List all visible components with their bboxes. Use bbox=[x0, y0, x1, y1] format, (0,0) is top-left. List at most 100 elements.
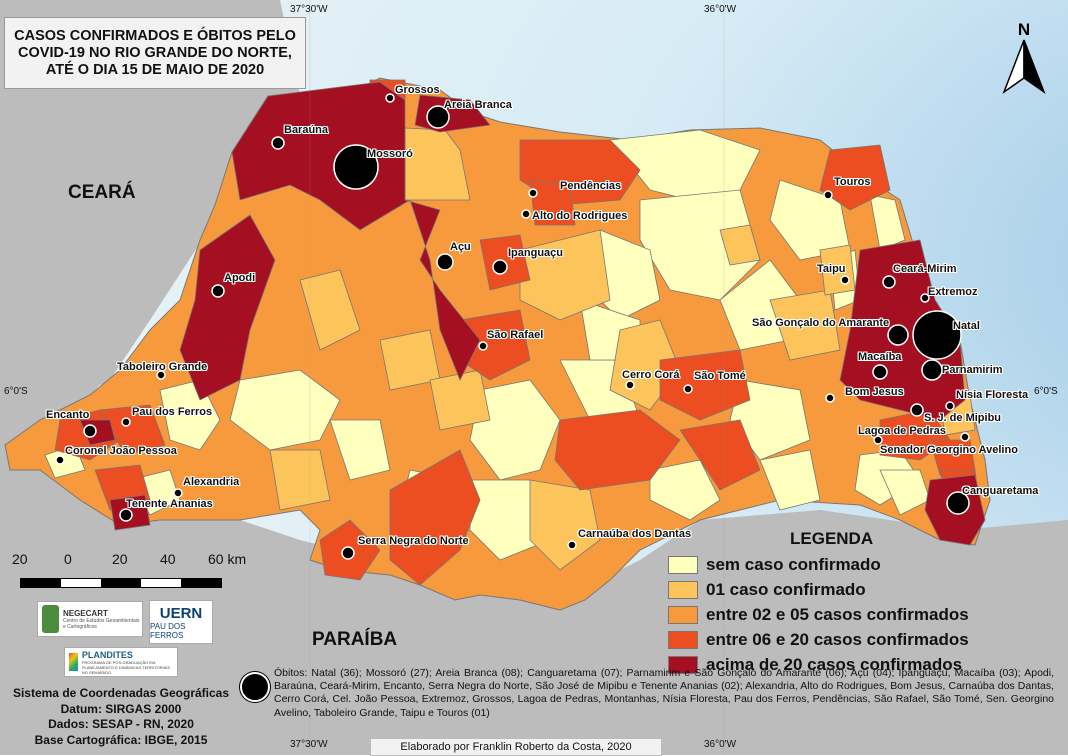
death-marker-ceara-mirim bbox=[882, 275, 896, 289]
death-symbol-icon bbox=[240, 672, 270, 702]
scale-label: 60 km bbox=[208, 551, 247, 567]
legend-item: entre 06 e 20 casos confirmados bbox=[668, 627, 969, 652]
city-label: Açu bbox=[450, 241, 471, 253]
legend-label: acima de 20 casos confirmados bbox=[706, 654, 963, 674]
scale-label: 20 bbox=[112, 551, 128, 567]
coord-bottom-right: 36°0'W bbox=[704, 739, 737, 750]
death-marker-sj-mipibu bbox=[910, 403, 924, 417]
title-line-2: COVID-19 NO RIO GRANDE DO NORTE, bbox=[18, 44, 292, 61]
info-line: Datum: SIRGAS 2000 bbox=[60, 701, 182, 716]
coord-top-right: 36°0'W bbox=[704, 4, 737, 15]
city-label: Grossos bbox=[395, 84, 440, 96]
scale-labels: 20 0 20 40 60 km bbox=[12, 551, 262, 571]
city-label: Cerro Corá bbox=[622, 369, 680, 381]
death-marker-canguaretama bbox=[946, 491, 970, 515]
north-label: N bbox=[1018, 20, 1030, 39]
legend-label: entre 02 e 05 casos confirmados bbox=[706, 604, 969, 624]
tree-icon bbox=[42, 605, 59, 633]
legend-swatch bbox=[668, 555, 698, 574]
city-label: Touros bbox=[834, 176, 871, 188]
city-label: São Tomé bbox=[694, 370, 746, 382]
legend: sem caso confirmado 01 caso confirmado e… bbox=[668, 552, 969, 677]
scale-label: 0 bbox=[64, 551, 72, 567]
legend-label: sem caso confirmado bbox=[706, 554, 881, 574]
city-label: Taipu bbox=[817, 263, 846, 275]
legend-swatch bbox=[668, 630, 698, 649]
city-label: Ipanguaçu bbox=[508, 247, 564, 259]
death-marker-acu bbox=[436, 253, 454, 271]
death-marker-apodi bbox=[211, 284, 225, 298]
city-label: São Rafael bbox=[487, 329, 544, 341]
death-marker-tenente-ananias bbox=[119, 508, 133, 522]
city-label: Encanto bbox=[46, 409, 90, 421]
negecart-name: NEGECART bbox=[62, 608, 108, 618]
death-marker-parnamirim bbox=[921, 359, 943, 381]
scale-label: 20 bbox=[12, 551, 28, 567]
city-label: Macaíba bbox=[858, 351, 902, 363]
info-line: Dados: SESAP - RN, 2020 bbox=[48, 717, 194, 731]
plandites-icon bbox=[69, 653, 78, 671]
map-title: CASOS CONFIRMADOS E ÓBITOS PELO COVID-19… bbox=[4, 17, 306, 89]
death-marker-areia-branca bbox=[426, 105, 450, 129]
map-info: Sistema de Coordenadas Geográficas Datum… bbox=[10, 686, 232, 748]
plandites-subtitle: PROGRAMA DE PÓS-GRADUAÇÃO EM PLANEJAMENT… bbox=[81, 659, 171, 675]
scale-label: 40 bbox=[160, 551, 176, 567]
legend-item: entre 02 e 05 casos confirmados bbox=[668, 602, 969, 627]
info-line: Sistema de Coordenadas Geográficas bbox=[12, 686, 230, 700]
north-arrow-icon bbox=[1002, 39, 1046, 95]
city-label: Canguaretama bbox=[962, 485, 1039, 497]
coord-right-lat: 6°0'S bbox=[1034, 386, 1058, 397]
scale-bar bbox=[20, 578, 222, 588]
city-label: Pau dos Ferros bbox=[132, 406, 213, 418]
death-marker-natal bbox=[912, 310, 962, 360]
city-label: Pendências bbox=[560, 180, 622, 192]
death-marker-barauna bbox=[271, 136, 285, 150]
info-line: Base Cartográfica: IBGE, 2015 bbox=[34, 732, 208, 747]
negecart-subtitle: Centro de Estudos Geoambientais e Cartog… bbox=[62, 617, 140, 630]
death-marker-sao-goncalo bbox=[887, 324, 909, 346]
city-label: Natal bbox=[953, 320, 980, 332]
deaths-text: Óbitos: Natal (36); Mossoró (27); Areia … bbox=[274, 667, 1054, 719]
legend-item: 01 caso confirmado bbox=[668, 577, 969, 602]
city-label: São Gonçalo do Amarante bbox=[752, 317, 890, 329]
death-marker-encanto bbox=[83, 424, 97, 438]
plandites-name: PLANDITES bbox=[81, 649, 133, 660]
city-label: Alexandria bbox=[183, 476, 240, 488]
death-marker-serra-negra bbox=[341, 546, 355, 560]
coord-bottom-left: 37°30'W bbox=[290, 739, 328, 750]
ceara-land-2 bbox=[0, 0, 300, 430]
title-line-1: CASOS CONFIRMADOS E ÓBITOS PELO bbox=[14, 27, 296, 44]
legend-swatch bbox=[668, 655, 698, 674]
city-label: Nísia Floresta bbox=[956, 389, 1029, 401]
legend-swatch bbox=[668, 605, 698, 624]
death-marker-mossoro bbox=[333, 144, 379, 190]
city-label: Ceará-Mirim bbox=[893, 263, 957, 275]
death-marker-ipanguacu bbox=[492, 259, 508, 275]
negecart-logo: NEGECART Centro de Estudos Geoambientais… bbox=[37, 601, 143, 637]
coord-left-lat: 6°0'S bbox=[4, 386, 28, 397]
title-line-3: ATÉ O DIA 15 DE MAIO DE 2020 bbox=[45, 61, 265, 78]
city-label: Parnamirim bbox=[942, 364, 1003, 376]
legend-title: LEGENDA bbox=[790, 529, 874, 548]
uern-logo: UERN PAU DOS FERROS bbox=[149, 600, 213, 644]
legend-label: entre 06 e 20 casos confirmados bbox=[706, 629, 969, 649]
legend-item: acima de 20 casos confirmados bbox=[668, 652, 969, 677]
city-label: Tenente Ananias bbox=[126, 498, 213, 510]
city-label: Baraúna bbox=[284, 124, 329, 136]
coord-top-left: 37°30'W bbox=[290, 4, 328, 15]
uern-subtitle: PAU DOS FERROS bbox=[150, 621, 186, 640]
plandites-logo: PLANDITES PROGRAMA DE PÓS-GRADUAÇÃO EM P… bbox=[64, 647, 178, 677]
city-label: S. J. de Mipibu bbox=[924, 412, 1002, 424]
city-label: Coronel João Pessoa bbox=[65, 445, 177, 457]
city-label: Bom Jesus bbox=[845, 386, 904, 398]
city-label: Apodi bbox=[224, 272, 256, 284]
death-marker-macaiba bbox=[872, 364, 888, 380]
state-label-paraiba: PARAÍBA bbox=[312, 629, 398, 650]
legend-label: 01 caso confirmado bbox=[706, 579, 866, 599]
uern-name: UERN bbox=[159, 604, 203, 622]
legend-swatch bbox=[668, 580, 698, 599]
city-label: Lagoa de Pedras bbox=[858, 425, 947, 437]
legend-item: sem caso confirmado bbox=[668, 552, 969, 577]
city-label: Extremoz bbox=[928, 286, 978, 298]
